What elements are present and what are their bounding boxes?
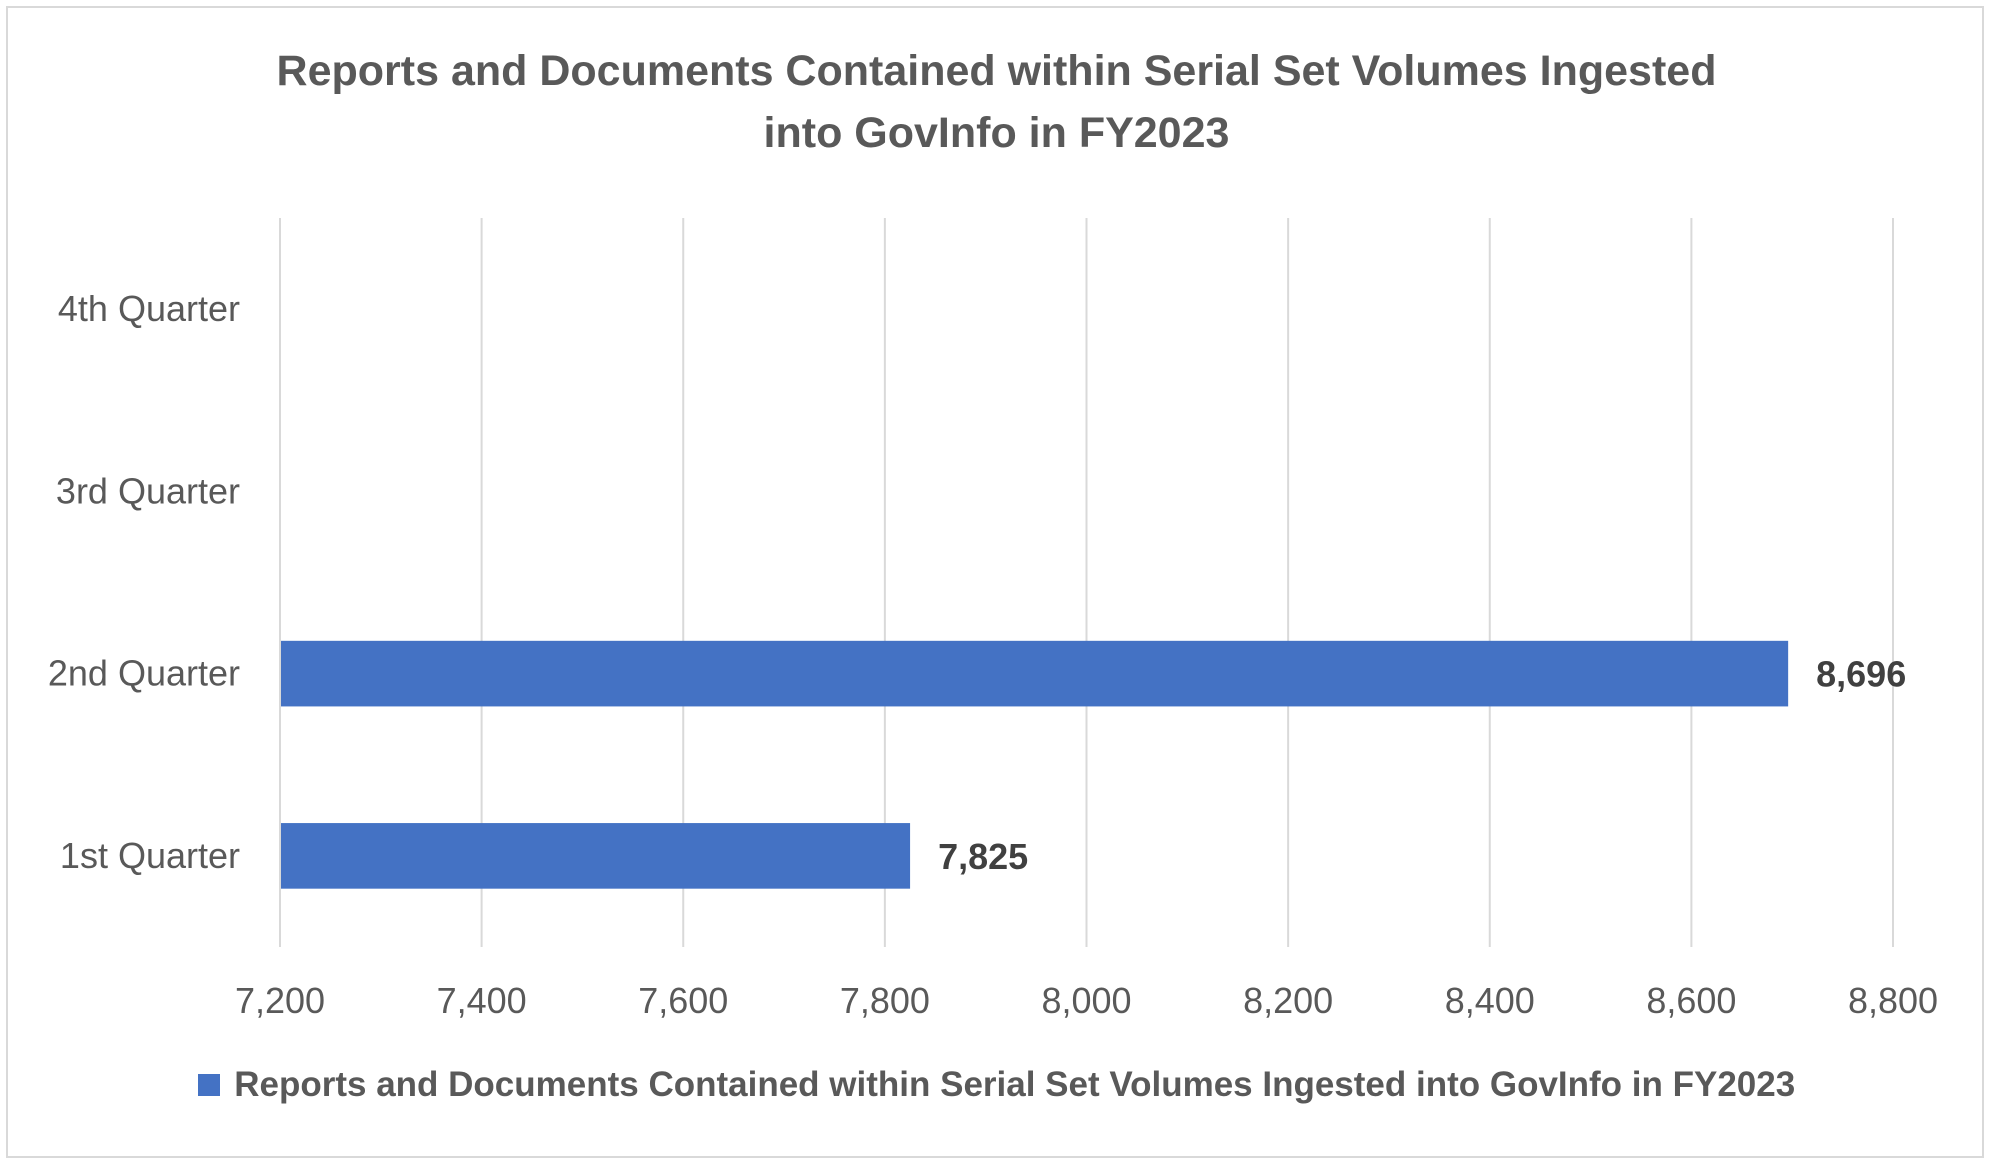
legend: Reports and Documents Contained within S… bbox=[0, 1065, 1993, 1105]
labels: 7,200 7,400 7,600 7,800 8,000 8,200 8,400 8,600… bbox=[48, 288, 1938, 1021]
data-label: 8,696 bbox=[1816, 654, 1906, 695]
x-tick-label: 7,200 bbox=[235, 980, 325, 1021]
category-label: 4th Quarter bbox=[58, 288, 240, 329]
chart-title: Reports and Documents Contained within S… bbox=[0, 40, 1993, 164]
x-tick-label: 8,400 bbox=[1445, 980, 1535, 1021]
x-tick-label: 8,000 bbox=[1041, 980, 1131, 1021]
bar bbox=[280, 823, 911, 889]
bar bbox=[280, 640, 1789, 707]
chart-frame bbox=[6, 6, 1984, 1158]
legend-label: Reports and Documents Contained within S… bbox=[234, 1065, 1796, 1104]
x-tick-label: 8,800 bbox=[1848, 980, 1938, 1021]
legend-swatch bbox=[197, 1074, 220, 1096]
chart-title-line-2: into GovInfo in FY2023 bbox=[763, 109, 1230, 157]
x-tick-label: 8,200 bbox=[1243, 980, 1333, 1021]
data-label: 7,825 bbox=[938, 836, 1028, 877]
chart-title-line-1: Reports and Documents Contained within S… bbox=[276, 47, 1717, 95]
x-tick-label: 7,800 bbox=[840, 980, 930, 1021]
category-label: 3rd Quarter bbox=[56, 470, 240, 511]
bars bbox=[280, 640, 1789, 889]
x-tick-label: 7,600 bbox=[638, 980, 728, 1021]
category-label: 1st Quarter bbox=[60, 835, 240, 876]
category-label: 2nd Quarter bbox=[48, 653, 240, 694]
x-tick-label: 7,400 bbox=[437, 980, 527, 1021]
x-tick-label: 8,600 bbox=[1646, 980, 1736, 1021]
